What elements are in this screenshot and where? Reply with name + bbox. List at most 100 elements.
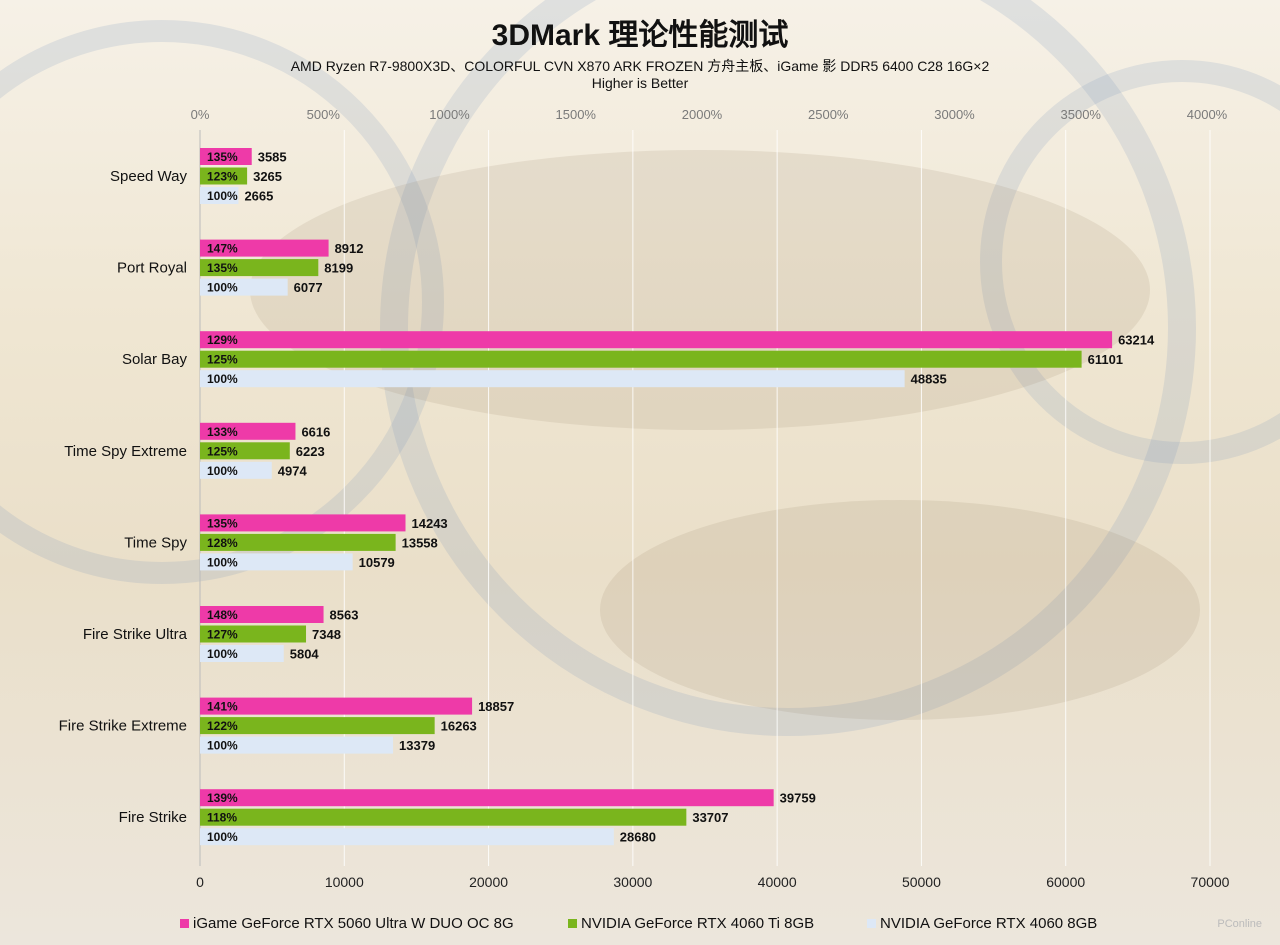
bar: [200, 187, 239, 204]
bar-percent-label: 135%: [207, 261, 238, 275]
bar-percent-label: 129%: [207, 333, 238, 347]
bar: [200, 514, 406, 532]
category-label: Time Spy: [124, 534, 187, 551]
top-axis-tick-label: 3500%: [1061, 107, 1102, 122]
bar: [200, 331, 1113, 349]
bar-value-label: 18857: [478, 699, 514, 714]
bar: [200, 278, 288, 296]
bar-value-label: 13558: [402, 535, 438, 550]
bar-value-label: 16263: [441, 719, 477, 734]
bottom-axis-tick-label: 10000: [325, 874, 364, 890]
bar-value-label: 6223: [296, 444, 325, 459]
legend-swatch: [180, 919, 189, 928]
bar-value-label: 8199: [324, 261, 353, 276]
bar-value-label: 5804: [290, 647, 320, 662]
bar: [200, 239, 329, 257]
bar-percent-label: 118%: [207, 811, 237, 825]
category-label: Speed Way: [110, 168, 187, 185]
bar: [200, 645, 284, 662]
bar-value-label: 7348: [312, 627, 341, 642]
bar: [200, 442, 290, 460]
bar-value-label: 6616: [301, 424, 330, 439]
bar-value-label: 8912: [335, 241, 364, 256]
top-axis-tick-label: 1000%: [429, 107, 470, 122]
bar-value-label: 8563: [330, 608, 359, 623]
bar: [200, 533, 396, 551]
bar-percent-label: 148%: [207, 608, 238, 622]
bar-percent-label: 100%: [207, 647, 238, 661]
bar-percent-label: 133%: [207, 425, 238, 439]
legend-label: NVIDIA GeForce RTX 4060 8GB: [880, 915, 1098, 932]
bar-percent-label: 100%: [207, 189, 238, 203]
bar: [200, 553, 353, 571]
bottom-axis-tick-label: 0: [196, 874, 204, 890]
bottom-axis-tick-label: 70000: [1191, 874, 1230, 890]
category-label: Fire Strike Extreme: [59, 718, 187, 735]
legend-item-rtx4060: NVIDIA GeForce RTX 4060 8GB: [867, 915, 1097, 932]
bar-value-label: 10579: [359, 555, 395, 570]
bottom-axis-tick-label: 50000: [902, 874, 941, 890]
bar-percent-label: 100%: [207, 464, 238, 478]
bar-value-label: 39759: [780, 791, 816, 806]
watermark: PConline: [1217, 918, 1262, 930]
bar-percent-label: 127%: [207, 628, 238, 642]
category-label: Fire Strike: [119, 809, 187, 826]
bar-percent-label: 125%: [207, 353, 238, 367]
bar-value-label: 6077: [294, 280, 323, 295]
legend-item-rtx4060ti: NVIDIA GeForce RTX 4060 Ti 8GB: [568, 915, 814, 932]
bar-percent-label: 100%: [207, 281, 238, 295]
bar-percent-label: 128%: [207, 536, 238, 550]
category-label: Solar Bay: [122, 351, 188, 368]
bar: [200, 697, 473, 715]
bar-value-label: 3585: [258, 150, 287, 165]
bar: [200, 259, 319, 277]
legend: iGame GeForce RTX 5060 Ultra W DUO OC 8G…: [0, 915, 1280, 937]
bar: [200, 350, 1082, 368]
bar: [200, 789, 774, 807]
bar: [200, 370, 905, 388]
legend-swatch: [867, 919, 876, 928]
bar: [200, 167, 248, 185]
bar: [200, 422, 296, 440]
bar: [200, 808, 687, 826]
top-axis-tick-label: 1500%: [556, 107, 597, 122]
bar: [200, 736, 394, 754]
bar-value-label: 4974: [278, 463, 308, 478]
bottom-axis-tick-label: 40000: [758, 874, 797, 890]
bar-percent-label: 100%: [207, 555, 238, 569]
bar-percent-label: 100%: [207, 372, 238, 386]
bottom-axis-tick-label: 20000: [469, 874, 508, 890]
top-axis-tick-label: 3000%: [934, 107, 975, 122]
bar-value-label: 14243: [412, 516, 448, 531]
bar-percent-label: 135%: [207, 516, 238, 530]
bar-value-label: 48835: [911, 372, 947, 387]
category-label: Fire Strike Ultra: [83, 626, 188, 643]
bar: [200, 828, 614, 846]
top-axis-tick-label: 4000%: [1187, 107, 1228, 122]
bar-percent-label: 100%: [207, 739, 238, 753]
chart-title: 3DMark 理论性能测试: [491, 19, 789, 52]
legend-item-rtx5060: iGame GeForce RTX 5060 Ultra W DUO OC 8G: [180, 915, 514, 932]
bar-percent-label: 125%: [207, 444, 238, 458]
bar-value-label: 33707: [692, 810, 728, 825]
category-label: Port Royal: [117, 260, 187, 277]
legend-swatch: [568, 919, 577, 928]
category-label: Time Spy Extreme: [64, 443, 187, 460]
bar: [200, 148, 252, 165]
bar: [200, 717, 435, 735]
bar-value-label: 2665: [244, 189, 273, 204]
top-axis-tick-label: 2000%: [682, 107, 723, 122]
top-axis-tick-label: 0%: [191, 107, 210, 122]
bar-percent-label: 139%: [207, 791, 238, 805]
top-axis-tick-label: 500%: [307, 107, 341, 122]
bar-percent-label: 122%: [207, 719, 238, 733]
bar-value-label: 28680: [620, 830, 656, 845]
chart-subtitle-higher-better: Higher is Better: [591, 75, 689, 91]
bar-value-label: 13379: [399, 738, 435, 753]
bar-percent-label: 123%: [207, 170, 238, 184]
bar-value-label: 61101: [1088, 352, 1123, 367]
bar-percent-label: 135%: [207, 150, 238, 164]
top-axis-tick-label: 2500%: [808, 107, 849, 122]
